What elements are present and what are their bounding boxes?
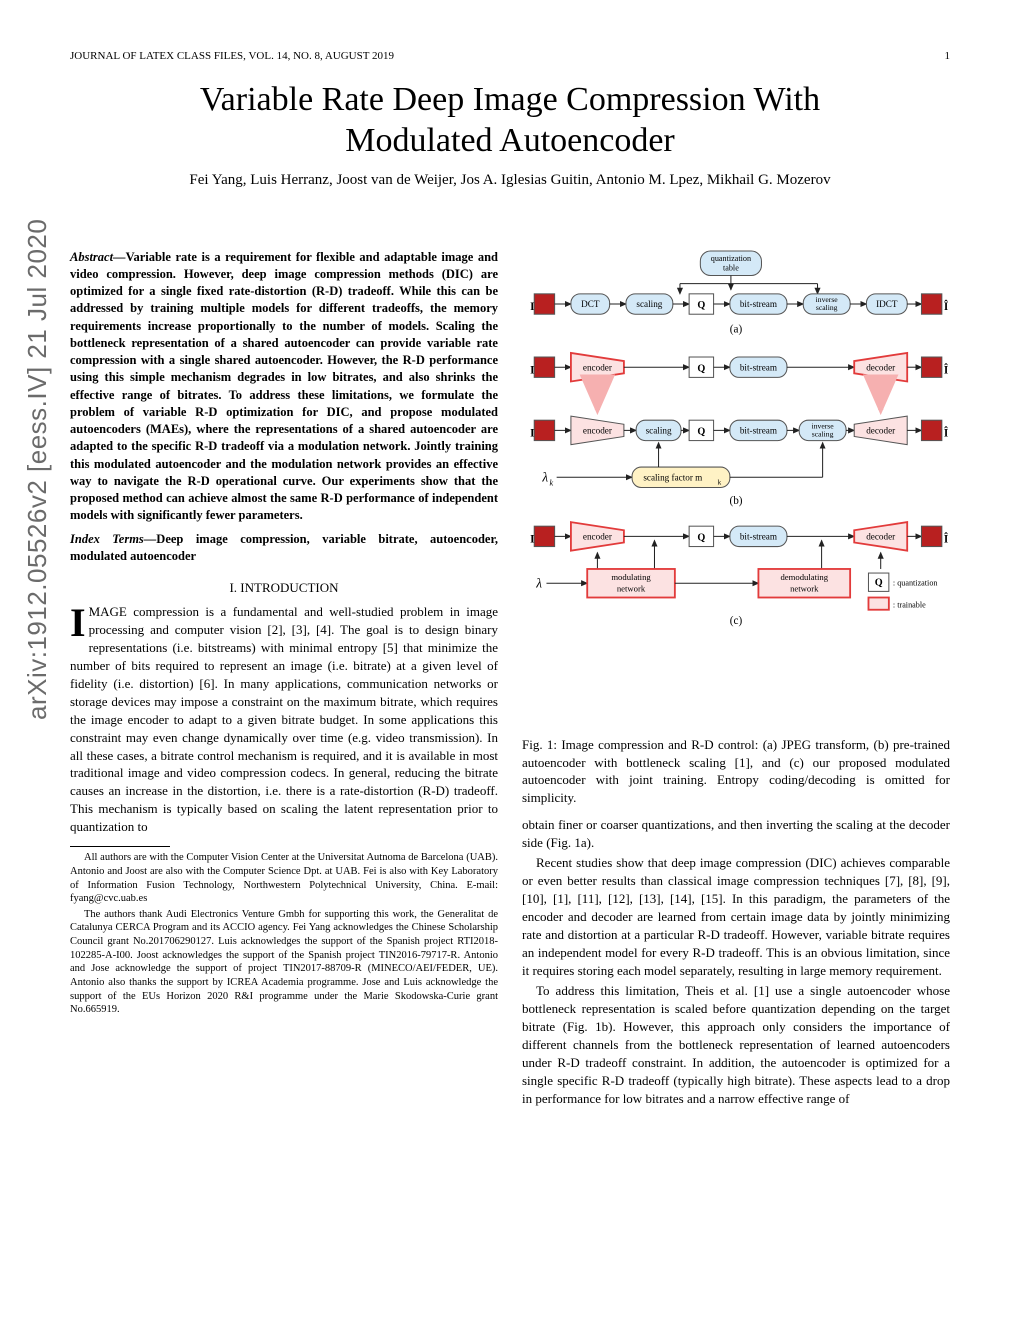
label-bitstream-b2: bit-stream	[740, 425, 777, 435]
author-list: Fei Yang, Luis Herranz, Joost van de Wei…	[70, 172, 950, 189]
label-q-c: Q	[697, 532, 705, 543]
label-modnet-1: modulating	[611, 572, 651, 582]
abstract-text: Variable rate is a requirement for flexi…	[70, 250, 498, 523]
intro-first-word: MAGE	[89, 604, 127, 619]
arxiv-watermark: arXiv:1912.05526v2 [eess.IV] 21 Jul 2020	[22, 219, 53, 720]
label-q-b2: Q	[697, 426, 705, 437]
abstract-block: Abstract—Variable rate is a requirement …	[70, 249, 498, 525]
label-invscaling-a2: scaling	[816, 303, 838, 312]
label-encoder-c: encoder	[583, 531, 612, 541]
title-line-1: Variable Rate Deep Image Compression Wit…	[200, 81, 820, 118]
label-bitstream-b1: bit-stream	[740, 362, 777, 372]
label-output-I-c: Î	[944, 533, 948, 545]
intro-paragraph-1: IMAGE compression is a fundamental and w…	[70, 603, 498, 836]
title-line-2: Modulated Autoencoder	[345, 122, 675, 159]
label-lambda-k-sub: k	[550, 478, 554, 487]
label-output-I-b2: Î	[944, 427, 948, 439]
label-demodnet-1: demodulating	[780, 572, 828, 582]
figure-1-part-c: I encoder Q bit-stream decoder Î	[530, 522, 948, 627]
label-q-legend: Q	[875, 577, 883, 588]
col2-paragraph-1: obtain finer or coarser quantizations, a…	[522, 816, 950, 852]
label-input-I-b2: I	[530, 427, 534, 439]
page: arXiv:1912.05526v2 [eess.IV] 21 Jul 2020…	[0, 0, 1020, 1320]
label-modnet-2: network	[617, 583, 646, 593]
section-1-heading: I. INTRODUCTION	[70, 579, 498, 597]
label-lambda-c: λ	[535, 575, 542, 590]
label-decoder-c: decoder	[866, 531, 895, 541]
figure-1-caption: Fig. 1: Image compression and R-D contro…	[522, 736, 950, 806]
two-column-body: Abstract—Variable rate is a requirement …	[70, 249, 950, 1110]
label-scaling-b: scaling	[646, 425, 672, 435]
paper-title: Variable Rate Deep Image Compression Wit…	[70, 80, 950, 162]
label-scaling-factor-sub: k	[718, 478, 722, 486]
label-decoder-b1: decoder	[866, 362, 895, 372]
label-lambda-k: λ	[541, 469, 548, 484]
intro-p1-text: compression is a fundamental and well-st…	[70, 604, 498, 834]
abstract-label: Abstract—	[70, 250, 126, 264]
footnote-affiliations: All authors are with the Computer Vision…	[70, 851, 498, 906]
label-quantization-table-1: quantization	[711, 254, 751, 263]
figure-1: quantization table I DCT	[522, 249, 950, 718]
caption-a: (a)	[730, 323, 743, 335]
label-bitstream-c: bit-stream	[740, 531, 777, 541]
dropcap: I	[70, 603, 89, 639]
col2-paragraph-3: To address this limitation, Theis et al.…	[522, 982, 950, 1108]
label-output-I-b1: Î	[944, 364, 948, 376]
footnote-acknowledgments: The authors thank Audi Electronics Ventu…	[70, 908, 498, 1017]
left-column: Abstract—Variable rate is a requirement …	[70, 249, 498, 1110]
journal-name: JOURNAL OF LATEX CLASS FILES, VOL. 14, N…	[70, 50, 394, 62]
figure-1-part-b: I encoder Q bit-stream decoder Î	[530, 353, 948, 507]
page-number: 1	[945, 50, 951, 62]
label-decoder-b2: decoder	[866, 425, 895, 435]
index-terms-label: Index Terms—	[70, 532, 156, 546]
footnote-rule	[70, 846, 170, 847]
label-input-I-c: I	[530, 533, 534, 545]
label-input-I-a: I	[530, 301, 534, 313]
label-dct: DCT	[581, 299, 600, 309]
label-input-I-b1: I	[530, 364, 534, 376]
label-output-I-a: Î	[944, 301, 948, 313]
label-bitstream-a: bit-stream	[740, 299, 777, 309]
label-invscaling-b2: scaling	[812, 429, 834, 438]
label-idct: IDCT	[876, 299, 898, 309]
label-q-a: Q	[697, 300, 705, 311]
label-demodnet-2: network	[790, 583, 819, 593]
label-encoder-b1: encoder	[583, 362, 612, 372]
right-column: quantization table I DCT	[522, 249, 950, 1110]
caption-c: (c)	[730, 615, 743, 627]
caption-b: (b)	[729, 494, 742, 506]
label-q-legend-text: : quantization	[893, 578, 938, 587]
figure-1-part-a: quantization table I DCT	[530, 251, 948, 336]
col2-paragraph-2: Recent studies show that deep image comp…	[522, 854, 950, 980]
label-scaling-factor: scaling factor m	[643, 472, 702, 482]
label-scaling-a: scaling	[636, 299, 662, 309]
label-trainable-legend: : trainable	[893, 600, 926, 609]
label-encoder-b2: encoder	[583, 425, 612, 435]
index-terms-block: Index Terms—Deep image compression, vari…	[70, 531, 498, 566]
label-quantization-table-2: table	[723, 263, 739, 272]
running-header: JOURNAL OF LATEX CLASS FILES, VOL. 14, N…	[70, 50, 950, 62]
label-q-b1: Q	[697, 363, 705, 374]
